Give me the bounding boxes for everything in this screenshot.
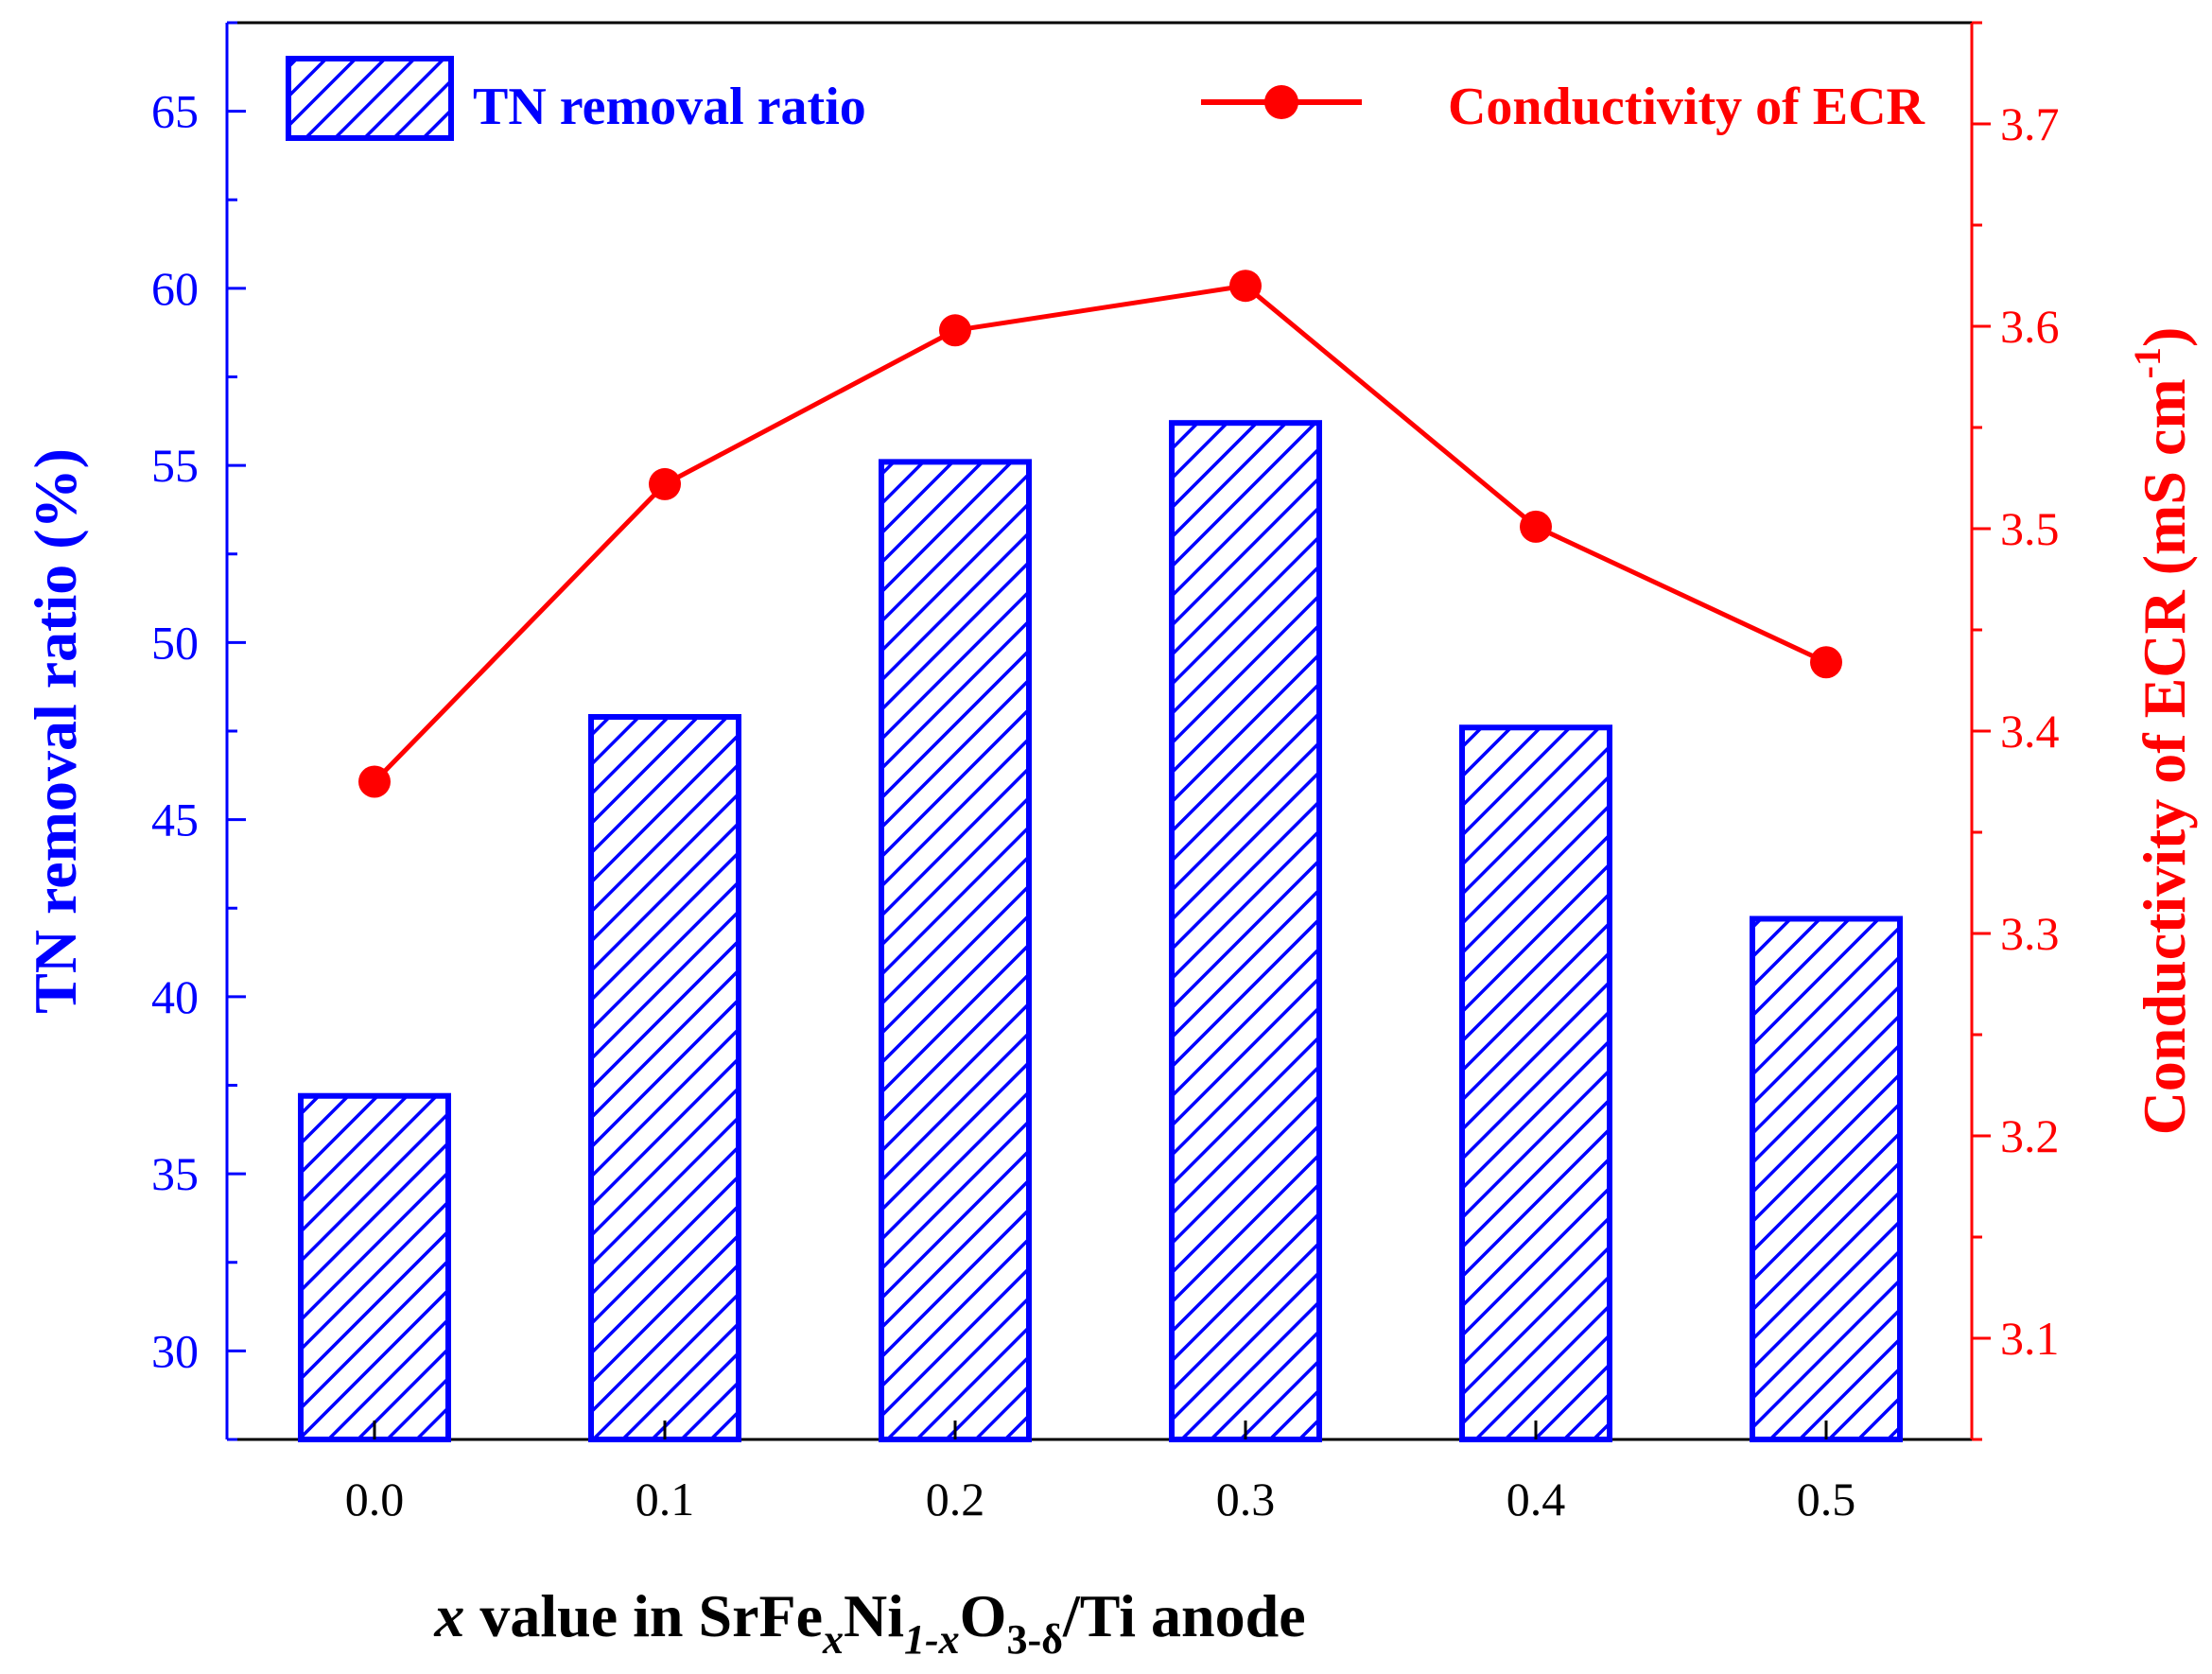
left-y-ticks: 30 35 40 45 50 55 60 65 xyxy=(151,21,246,1441)
conductivity-point-0.1 xyxy=(649,467,681,500)
conductivity-point-0.2 xyxy=(939,314,971,347)
x-tick-label: 0.3 xyxy=(1216,1473,1276,1526)
x-axis-label-italic-x: x xyxy=(433,1582,464,1649)
x-axis-label-sub1: x xyxy=(822,1616,844,1663)
legend: TN removal ratio Conductivity of ECR xyxy=(286,56,1925,141)
x-tick-label: 0.1 xyxy=(636,1473,695,1526)
legend-line-marker xyxy=(1264,85,1298,119)
right-y-axis-label-close: ) xyxy=(2131,327,2198,347)
bar-0.4 xyxy=(1459,724,1612,1442)
legend-bar-label: TN removal ratio xyxy=(473,78,866,136)
x-axis-label-sub3: 3-δ xyxy=(1006,1616,1063,1663)
legend-bar-swatch xyxy=(286,56,454,141)
conductivity-point-0.5 xyxy=(1810,646,1842,679)
x-tick-label: 0.0 xyxy=(345,1473,405,1526)
x-axis-label-post: /Ti anode xyxy=(1062,1582,1306,1649)
right-tick-label: 3.2 xyxy=(2000,1109,2060,1162)
right-y-axis-label-sup: -1 xyxy=(2126,347,2168,378)
legend-line-label: Conductivity of ECR xyxy=(1448,78,1925,136)
x-tick-label: 0.4 xyxy=(1507,1473,1566,1526)
left-tick-label: 45 xyxy=(151,793,199,846)
right-tick-label: 3.3 xyxy=(2000,907,2060,960)
left-tick-label: 30 xyxy=(151,1324,199,1377)
x-axis-label-mid2: O xyxy=(960,1582,1007,1649)
conductivity-point-0.4 xyxy=(1520,510,1552,543)
x-ticks: 0.0 0.1 0.2 0.3 0.4 0.5 xyxy=(345,1421,1856,1526)
plot-frame xyxy=(225,21,1974,1441)
left-tick-label: 35 xyxy=(151,1147,199,1200)
right-y-axis-label: Conductivity of ECR (mS cm-1) xyxy=(2126,327,2198,1136)
bar-0.5 xyxy=(1750,915,1903,1442)
x-axis-label-pre: value in SrFe xyxy=(464,1582,823,1649)
conductivity-point-0.0 xyxy=(358,765,391,798)
x-tick-label: 0.5 xyxy=(1797,1473,1856,1526)
left-tick-label: 50 xyxy=(151,616,199,669)
x-axis-label-sub2: 1-x xyxy=(904,1616,960,1663)
left-y-axis-label: TN removal ratio (%) xyxy=(22,448,89,1014)
left-tick-label: 65 xyxy=(151,85,199,138)
right-tick-label: 3.6 xyxy=(2000,300,2060,353)
right-tick-label: 3.4 xyxy=(2000,705,2060,758)
right-tick-label: 3.5 xyxy=(2000,502,2060,555)
bar-series xyxy=(298,420,1903,1442)
bar-0.2 xyxy=(879,459,1032,1442)
right-y-ticks: 3.1 3.2 3.3 3.4 3.5 3.6 3.7 xyxy=(1972,21,2060,1441)
left-tick-label: 40 xyxy=(151,970,199,1023)
right-y-axis-label-main: Conductivity of ECR (mS cm xyxy=(2131,378,2198,1135)
bar-0.1 xyxy=(588,714,741,1442)
conductivity-point-0.3 xyxy=(1229,270,1262,303)
right-tick-label: 3.7 xyxy=(2000,97,2060,150)
x-tick-label: 0.2 xyxy=(926,1473,985,1526)
x-axis-label-mid: Ni xyxy=(844,1582,904,1649)
right-tick-label: 3.1 xyxy=(2000,1312,2060,1365)
left-tick-label: 60 xyxy=(151,262,199,315)
line-series xyxy=(358,270,1842,798)
left-tick-label: 55 xyxy=(151,439,199,492)
x-axis-label: x value in SrFexNi1-xO3-δ/Ti anode xyxy=(433,1582,1305,1663)
conductivity-line xyxy=(373,283,1828,784)
bar-0.3 xyxy=(1169,420,1322,1442)
bar-0.0 xyxy=(298,1092,451,1442)
